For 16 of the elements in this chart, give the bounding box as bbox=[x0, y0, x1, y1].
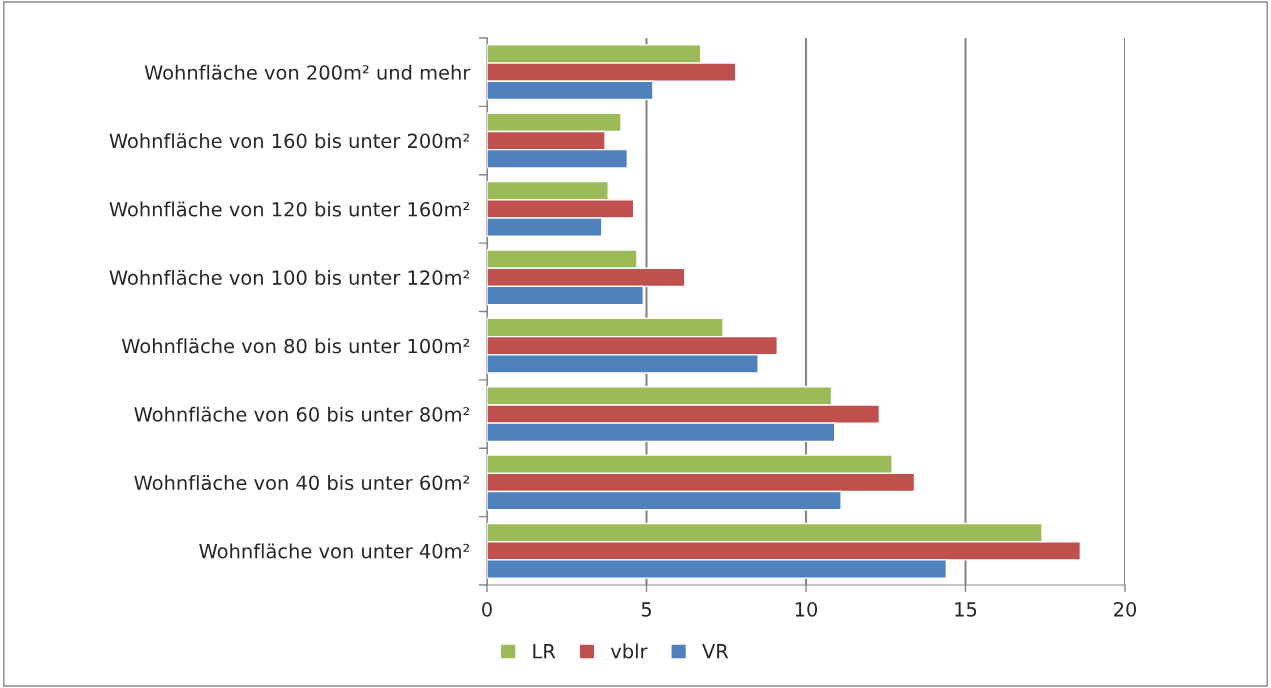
y-tick-label: Wohnfläche von 200m² und mehr bbox=[144, 64, 471, 80]
legend-label: vblr bbox=[610, 643, 648, 659]
legend-label: VR bbox=[702, 644, 729, 659]
y-tick-label: Wohnfläche von 40 bis unter 60m² bbox=[134, 475, 470, 491]
x-tick-label: 10 bbox=[795, 602, 818, 617]
legend-label: LR bbox=[533, 644, 556, 659]
y-tick-label: Wohnfläche von 80 bis unter 100m² bbox=[121, 338, 470, 354]
y-tick-label: Wohnfläche von 120 bis unter 160m² bbox=[109, 201, 470, 217]
x-tick-label: 20 bbox=[1114, 602, 1137, 617]
y-tick-label: Wohnfläche von 60 bis unter 80m² bbox=[134, 406, 470, 422]
y-tick-label: Wohnfläche von 100 bis unter 120m² bbox=[109, 269, 470, 285]
x-tick-label: 15 bbox=[955, 602, 977, 617]
x-tick-label: 5 bbox=[641, 602, 651, 617]
x-tick-label: 0 bbox=[482, 602, 492, 617]
y-tick-label: Wohnfläche von 160 bis unter 200m² bbox=[109, 133, 470, 149]
y-tick-label: Wohnfläche von unter 40m² bbox=[199, 543, 470, 559]
